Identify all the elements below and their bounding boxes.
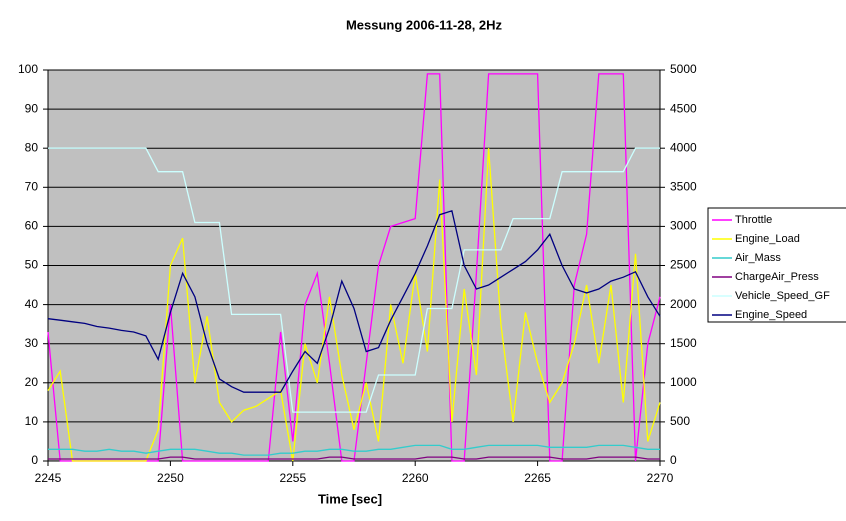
y-tick-label: 100 — [18, 62, 38, 76]
series-line — [48, 147, 660, 413]
y-tick-label: 50 — [25, 258, 39, 272]
legend-label: Engine_Load — [735, 233, 800, 245]
legend-label: Throttle — [735, 214, 772, 226]
chart-title: Messung 2006-11-28, 2Hz — [346, 17, 503, 32]
legend-label: Air_Mass — [735, 252, 781, 264]
x-tick-label: 2245 — [35, 471, 62, 485]
y2-tick-label: 2000 — [670, 297, 697, 311]
x-tick-label: 2260 — [402, 471, 429, 485]
y-tick-label: 10 — [25, 414, 39, 428]
y-tick-label: 90 — [25, 101, 39, 115]
series-line — [47, 73, 661, 462]
y2-tick-label: 2500 — [670, 258, 697, 272]
y2-tick-label: 3500 — [670, 179, 697, 193]
y2-tick-label: 5000 — [670, 62, 697, 76]
y-tick-label: 60 — [25, 219, 39, 233]
y2-tick-label: 3000 — [670, 219, 697, 233]
x-tick-label: 2250 — [157, 471, 184, 485]
x-tick-label: 2265 — [524, 471, 551, 485]
legend-label: Engine_Speed — [735, 309, 807, 321]
y-tick-label: 30 — [25, 336, 39, 350]
series-line — [48, 456, 660, 460]
y2-tick-label: 4500 — [670, 101, 697, 115]
y2-tick-label: 500 — [670, 414, 690, 428]
y2-tick-label: 1500 — [670, 336, 697, 350]
y2-tick-label: 1000 — [670, 375, 697, 389]
series-line — [48, 444, 660, 456]
legend-label: Vehicle_Speed_GF — [735, 290, 830, 302]
y-tick-label: 40 — [25, 297, 39, 311]
y-tick-label: 20 — [25, 375, 39, 389]
x-axis-title: Time [sec] — [318, 491, 382, 506]
y-tick-label: 70 — [25, 179, 39, 193]
legend-label: ChargeAir_Press — [735, 271, 819, 283]
x-tick-label: 2270 — [647, 471, 674, 485]
series-line — [47, 209, 661, 393]
legend — [707, 207, 846, 323]
y2-tick-label: 0 — [670, 453, 677, 467]
y-tick-label: 80 — [25, 140, 39, 154]
series-line — [47, 148, 661, 462]
y2-tick-label: 4000 — [670, 140, 697, 154]
x-tick-label: 2255 — [279, 471, 306, 485]
y-tick-label: 0 — [31, 453, 38, 467]
